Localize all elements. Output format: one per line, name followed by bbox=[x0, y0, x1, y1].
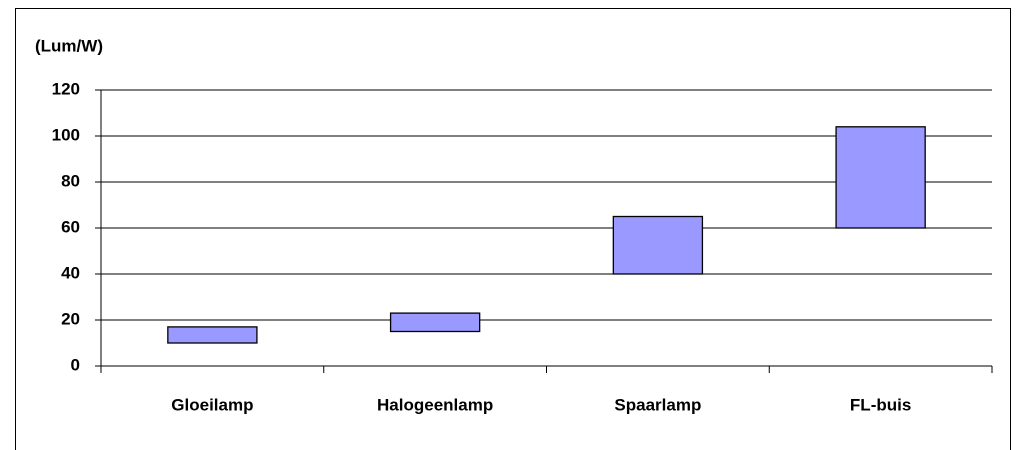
bar bbox=[835, 126, 926, 229]
y-axis-label: (Lum/W) bbox=[35, 36, 103, 55]
x-tick-label: FL-buis bbox=[850, 395, 911, 414]
y-tick-label: 20 bbox=[61, 309, 80, 328]
bar bbox=[612, 215, 704, 275]
x-tick-label: Spaarlamp bbox=[614, 395, 701, 414]
bar bbox=[389, 312, 481, 333]
y-tick-label: 60 bbox=[61, 217, 80, 236]
y-tick-label: 100 bbox=[52, 125, 80, 144]
y-tick-label: 120 bbox=[52, 79, 80, 98]
x-tick-label: Halogeenlamp bbox=[377, 395, 493, 414]
bar bbox=[167, 326, 258, 344]
y-tick-label: 40 bbox=[61, 263, 80, 282]
y-tick-label: 0 bbox=[71, 355, 80, 374]
x-tick-label: Gloeilamp bbox=[171, 395, 253, 414]
y-tick-label: 80 bbox=[61, 171, 80, 190]
